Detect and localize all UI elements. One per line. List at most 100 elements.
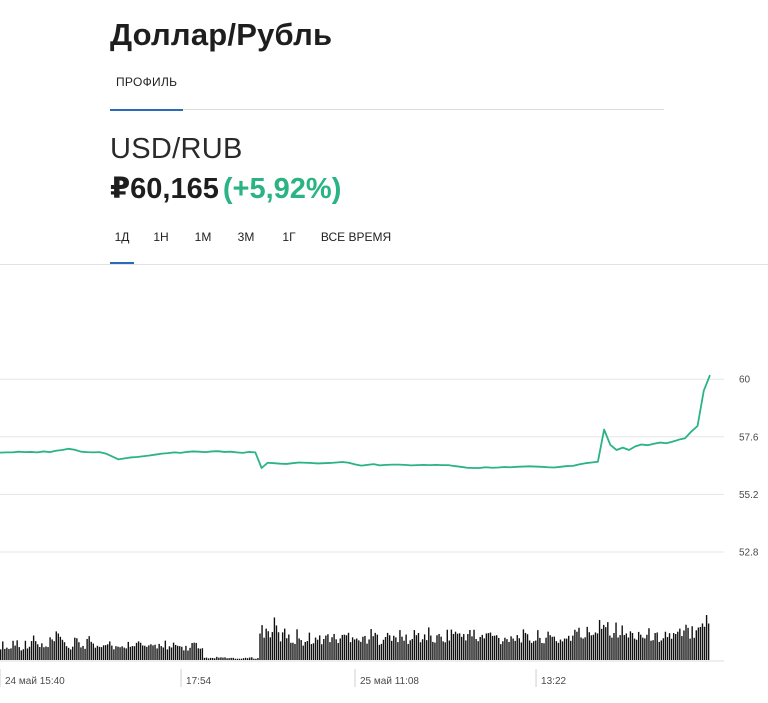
volume-bar <box>607 622 609 660</box>
volume-bar <box>49 637 51 660</box>
volume-bar <box>705 615 708 660</box>
volume-bar <box>395 637 397 660</box>
volume-bar <box>360 641 362 660</box>
volume-bar <box>393 635 395 660</box>
volume-bar <box>384 636 387 660</box>
tab-profile[interactable]: ПРОФИЛЬ <box>110 60 183 111</box>
volume-bar <box>156 648 158 660</box>
volume-bar <box>454 631 457 660</box>
volume-bar <box>203 657 206 660</box>
volume-bar <box>205 657 208 660</box>
volume-bar <box>323 638 325 660</box>
volume-bar <box>172 642 175 660</box>
period-tab-1y[interactable]: 1Г <box>277 222 301 264</box>
volume-bar <box>681 636 683 660</box>
price-line-layer <box>0 374 711 469</box>
volume-bar <box>535 640 537 660</box>
volume-bar <box>327 634 329 660</box>
volume-bar <box>520 642 523 660</box>
volume-bar <box>55 631 57 660</box>
period-tab-all-time[interactable]: ВСЕ ВРЕМЯ <box>319 222 393 264</box>
volume-bar <box>621 625 623 660</box>
volume-bar <box>312 643 315 660</box>
volume-bar <box>47 647 49 660</box>
volume-bar <box>88 636 90 660</box>
volume-bar <box>339 638 341 660</box>
price-line <box>0 374 711 469</box>
volume-bar <box>102 645 105 660</box>
volume-bar <box>432 641 434 660</box>
volume-bar <box>164 640 167 660</box>
volume-bar <box>629 631 632 660</box>
volume-bar <box>697 627 700 660</box>
volume-bar <box>362 636 364 660</box>
volume-bar <box>263 637 265 660</box>
volume-bar <box>508 641 510 660</box>
y-tick-label: 57.6 <box>739 432 759 443</box>
period-tab-3m[interactable]: 3М <box>234 222 258 264</box>
volume-bar <box>236 658 239 660</box>
volume-bar <box>43 647 45 660</box>
volume-bar <box>609 635 611 660</box>
volume-bar <box>104 645 107 660</box>
volume-bar <box>238 658 241 660</box>
volume-bar <box>528 640 531 660</box>
volume-bar <box>547 631 549 660</box>
volume-bar <box>265 628 267 660</box>
volume-bar <box>648 628 650 660</box>
volume-bar <box>707 623 710 660</box>
tab-profile-label: ПРОФИЛЬ <box>116 75 178 89</box>
volume-bar <box>506 639 508 660</box>
period-tab-1d[interactable]: 1Д <box>110 222 134 264</box>
volume-bar <box>349 642 352 660</box>
volume-bar <box>113 649 115 660</box>
x-tick-label: 24 май 15:40 <box>5 676 65 687</box>
volume-bar <box>500 644 502 660</box>
volume-bar <box>677 631 679 660</box>
period-tab-1w[interactable]: 1Н <box>149 222 173 264</box>
volume-bar <box>518 638 521 660</box>
volume-bar <box>271 632 274 660</box>
volume-bar <box>475 639 477 660</box>
divider <box>0 264 768 265</box>
volume-bar <box>318 635 321 660</box>
volume-bar <box>561 641 564 660</box>
volume-bar <box>343 634 346 660</box>
volume-bar <box>668 633 671 660</box>
volume-bar <box>222 657 224 660</box>
volume-bar <box>672 633 675 660</box>
volume-bar <box>329 642 331 660</box>
volume-bar <box>199 648 202 660</box>
volume-bar <box>417 632 420 660</box>
volume-bar <box>419 642 422 660</box>
volume-bar <box>24 640 27 660</box>
price-chart[interactable]: 60 57.6 55.2 52.8 24 май 15:40 17:54 25 май 1… <box>0 265 768 703</box>
volume-bar <box>631 632 634 660</box>
volume-bar <box>34 641 37 660</box>
volume-bar <box>481 634 483 660</box>
volume-bar <box>662 638 665 660</box>
volume-bar <box>413 630 416 660</box>
volume-bar <box>489 632 492 660</box>
volume-bar <box>372 636 374 660</box>
volume-bar <box>207 658 210 660</box>
volume-bar <box>253 658 255 660</box>
volume-bar <box>452 633 455 660</box>
period-tab-1m[interactable]: 1М <box>191 222 215 264</box>
volume-bar <box>666 637 669 660</box>
volume-bar <box>533 641 535 660</box>
volume-bar <box>107 644 109 660</box>
volume-bar <box>640 634 642 660</box>
volume-bar <box>189 647 191 660</box>
volume-bar <box>426 640 428 660</box>
volume-bar <box>84 648 86 660</box>
volume-bar <box>685 624 687 660</box>
volume-bar <box>683 630 685 660</box>
volume-bar <box>374 632 376 660</box>
volume-bar <box>331 637 333 660</box>
volume-bar <box>658 641 660 660</box>
volume-bar <box>368 639 370 660</box>
volume-bar <box>703 626 706 660</box>
volume-bar <box>493 635 496 660</box>
volume-bar <box>559 639 562 660</box>
